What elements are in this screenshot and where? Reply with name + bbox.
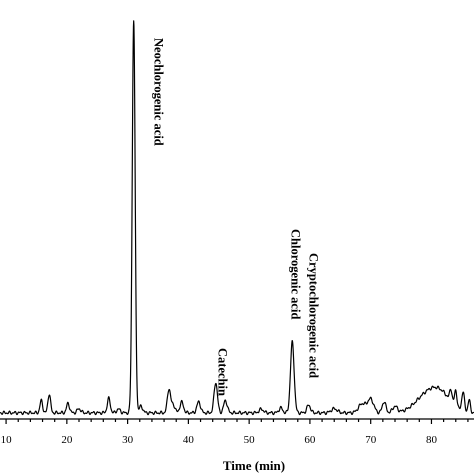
x-tick-label: 40	[183, 434, 195, 446]
x-tick-label: 50	[244, 434, 256, 446]
x-tick-label: 20	[61, 434, 73, 446]
x-axis-title: Time (min)	[223, 458, 285, 473]
label-catechin: Catechin	[216, 348, 230, 396]
label-cryptochlorogenic-acid: Cryptochlorogenic acid	[307, 253, 321, 378]
x-tick-label: 70	[365, 434, 377, 446]
x-tick-label: 60	[304, 434, 316, 446]
label-chlorogenic-acid: Chlorogenic acid	[288, 229, 302, 319]
chromatogram-trace	[0, 20, 474, 416]
x-tick-label: 30	[122, 434, 134, 446]
x-tick-label: 80	[426, 434, 438, 446]
x-axis-ticks: 10 20 30 40 50 60 70 80	[1, 419, 469, 446]
peak-annotations: Neochlorogenic acid Catechin Chlorogenic a…	[152, 38, 321, 396]
label-neochlorogenic-acid: Neochlorogenic acid	[152, 38, 166, 146]
x-tick-label: 10	[1, 434, 13, 446]
